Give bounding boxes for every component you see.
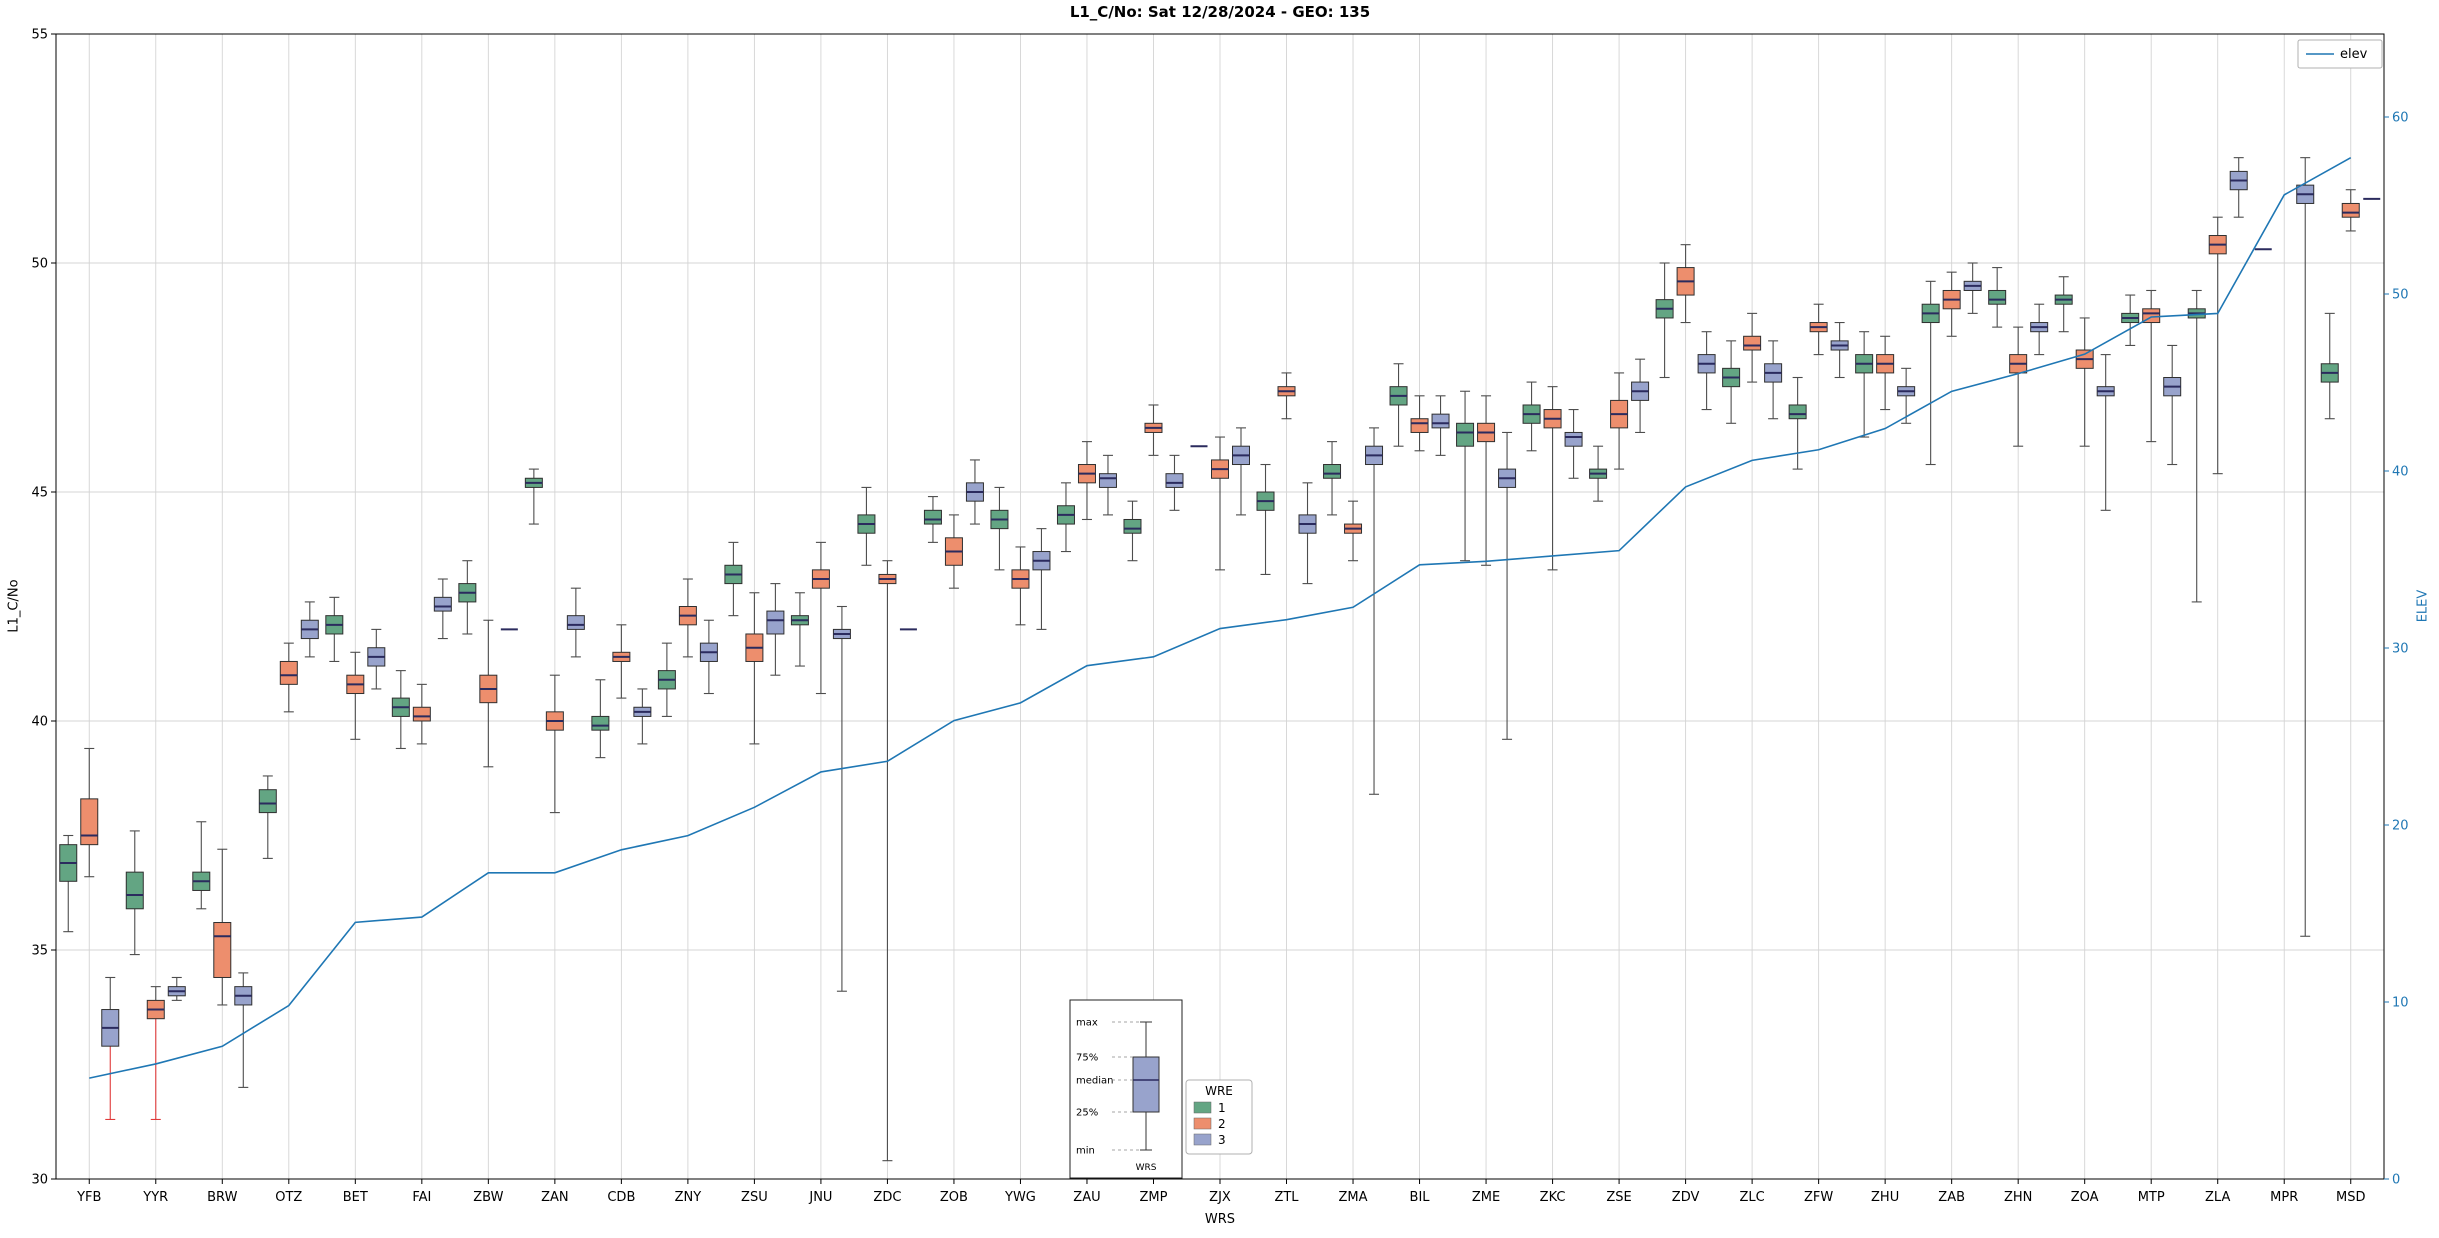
boxplot-box [1988, 289, 2007, 305]
y-tick-label-right: 20 [2392, 819, 2409, 834]
x-tick-label: ZOA [2071, 1190, 2099, 1205]
y-tick-label-right: 10 [2392, 996, 2409, 1011]
boxplot-box [1123, 518, 1142, 534]
x-tick-label: ZLC [1739, 1190, 1764, 1205]
y-tick-label-left: 45 [31, 486, 48, 501]
x-tick-label: MSD [2336, 1190, 2365, 1205]
x-tick-label: ZBW [473, 1190, 503, 1205]
x-tick-label: FAI [412, 1190, 431, 1205]
x-tick-label: ZOB [940, 1190, 968, 1205]
x-tick-label: ZNY [675, 1190, 702, 1205]
legend-wre-item-label: 1 [1218, 1101, 1226, 1115]
boxplot-box [766, 610, 785, 635]
legend-wre-item-label: 2 [1218, 1117, 1226, 1131]
y-tick-label-left: 35 [31, 944, 48, 959]
boxplot-box [1323, 464, 1342, 479]
y-tick-label-left: 30 [31, 1173, 48, 1188]
boxplot-box [1456, 422, 1475, 447]
x-tick-label: BET [343, 1190, 368, 1205]
x-tick-label: JNU [808, 1190, 832, 1205]
x-tick-label: BRW [207, 1190, 237, 1205]
boxplot-box [1743, 335, 1762, 351]
x-tick-label: ZSE [1606, 1190, 1631, 1205]
x-tick-label: CDB [607, 1190, 635, 1205]
inset-label: 75% [1076, 1053, 1098, 1064]
legend-wre-swatch [1193, 1101, 1212, 1114]
boxplot-box [1564, 431, 1583, 447]
inset-label: median [1076, 1076, 1114, 1087]
y-tick-label-left: 50 [31, 257, 48, 272]
legend-wre-item-label: 3 [1218, 1133, 1226, 1147]
boxplot-box [258, 789, 277, 814]
boxplot-box [1431, 413, 1450, 429]
boxplot-box [80, 798, 99, 846]
boxplot-box [213, 922, 232, 978]
boxplot-box [2341, 202, 2360, 218]
x-axis-label: WRS [1204, 1212, 1236, 1227]
boxplot-box [923, 509, 942, 525]
boxplot-anatomy-inset [1069, 999, 1183, 1179]
elev-line [89, 157, 2352, 1079]
x-tick-label: ZJX [1209, 1190, 1231, 1205]
inset-box [1132, 1056, 1160, 1113]
x-tick-label: ZAU [1073, 1190, 1100, 1205]
legend-wre-title: WRE [1205, 1084, 1233, 1098]
x-tick-label: ZAN [541, 1190, 569, 1205]
boxplot-box [1410, 418, 1429, 433]
x-tick-label: ZAB [1938, 1190, 1965, 1205]
x-tick-label: ZFW [1804, 1190, 1833, 1205]
x-tick-label: ZTL [1274, 1190, 1299, 1205]
x-tick-label: YFB [76, 1190, 101, 1205]
inset-label: max [1076, 1018, 1098, 1029]
x-tick-label: BIL [1410, 1190, 1431, 1205]
x-tick-label: ZHU [1871, 1190, 1899, 1205]
x-tick-label: ZKC [1540, 1190, 1566, 1205]
x-tick-label: MTP [2138, 1190, 2165, 1205]
boxplot-box [279, 660, 298, 685]
inset-label: min [1076, 1146, 1095, 1157]
x-tick-label: ZDV [1672, 1190, 1700, 1205]
y-tick-label-right: 0 [2392, 1173, 2400, 1188]
chart-title: L1_C/No: Sat 12/28/2024 - GEO: 135 [1069, 3, 1371, 21]
inset-label: 25% [1076, 1108, 1098, 1119]
y-tick-label-right: 30 [2392, 642, 2409, 657]
x-tick-label: MPR [2270, 1190, 2298, 1205]
legend-wre-swatch [1193, 1117, 1212, 1130]
y-tick-label-right: 60 [2392, 111, 2409, 126]
boxplot-box [1788, 404, 1807, 420]
x-tick-label: ZMP [1140, 1190, 1168, 1205]
boxplot-box [591, 715, 610, 731]
x-tick-label: ZMA [1339, 1190, 1368, 1205]
y-tick-label-left: 40 [31, 715, 48, 730]
x-tick-label: ZLA [2205, 1190, 2230, 1205]
x-tick-label: ZSU [741, 1190, 768, 1205]
boxplot-box [1098, 473, 1117, 488]
legend-elev-label: elev [2340, 47, 2368, 62]
x-tick-label: YYR [142, 1190, 168, 1205]
y-tick-label-right: 50 [2392, 288, 2409, 303]
x-tick-label: ZDC [873, 1190, 901, 1205]
boxplot-box [566, 615, 585, 630]
inset-xlabel: WRS [1136, 1163, 1157, 1173]
boxplot-box [125, 871, 144, 910]
y-tick-label-left: 55 [31, 28, 48, 43]
y-tick-label-right: 40 [2392, 465, 2409, 480]
legend-elev-box [2297, 39, 2383, 69]
boxplot-box [433, 596, 452, 612]
x-tick-label: ZHN [2004, 1190, 2032, 1205]
legend-wre-swatch [1193, 1133, 1212, 1146]
x-tick-label: ZME [1472, 1190, 1500, 1205]
x-tick-label: YWG [1004, 1190, 1036, 1205]
boxplot-box [1165, 473, 1184, 488]
boxplot-box [412, 706, 431, 722]
x-tick-label: OTZ [275, 1190, 302, 1205]
